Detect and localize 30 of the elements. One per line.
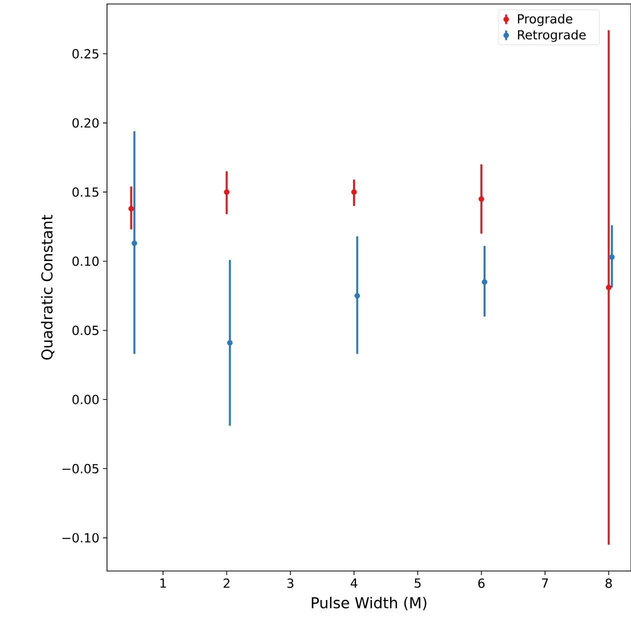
- point: [354, 292, 360, 299]
- point: [226, 340, 232, 346]
- y-tick-label: 0.05: [72, 326, 98, 336]
- y-tick-label: −0.05: [62, 464, 98, 474]
- x-tick-label: 4: [350, 578, 358, 588]
- point: [478, 196, 484, 202]
- point: [128, 206, 134, 212]
- y-axis-title: Quadratic Constant: [40, 214, 54, 360]
- y-tick-label: 0.20: [72, 118, 98, 128]
- y-tick-label: 0.15: [72, 187, 98, 197]
- legend-label: Retrograde: [518, 30, 586, 42]
- x-tick-label: 1: [160, 578, 166, 588]
- legend-label: Prograde: [518, 14, 572, 26]
- x-tick-label: 3: [287, 578, 294, 588]
- y-tick-label: 0.10: [72, 256, 98, 266]
- y-tick-label: −0.10: [62, 533, 98, 543]
- point: [606, 284, 612, 290]
- point: [131, 240, 137, 246]
- point: [608, 254, 615, 260]
- point: [351, 189, 357, 195]
- point: [224, 189, 230, 195]
- y-tick-label: 0.00: [72, 394, 98, 404]
- x-tick-label: 2: [223, 578, 230, 588]
- x-tick-label: 5: [414, 578, 420, 588]
- x-axis-title: Pulse Width (M): [312, 596, 426, 610]
- y-tick-label: 0.25: [72, 49, 98, 59]
- point: [482, 279, 488, 285]
- x-tick-label: 8: [605, 578, 612, 588]
- x-tick-label: 6: [478, 578, 484, 588]
- x-tick-label: 7: [542, 578, 548, 588]
